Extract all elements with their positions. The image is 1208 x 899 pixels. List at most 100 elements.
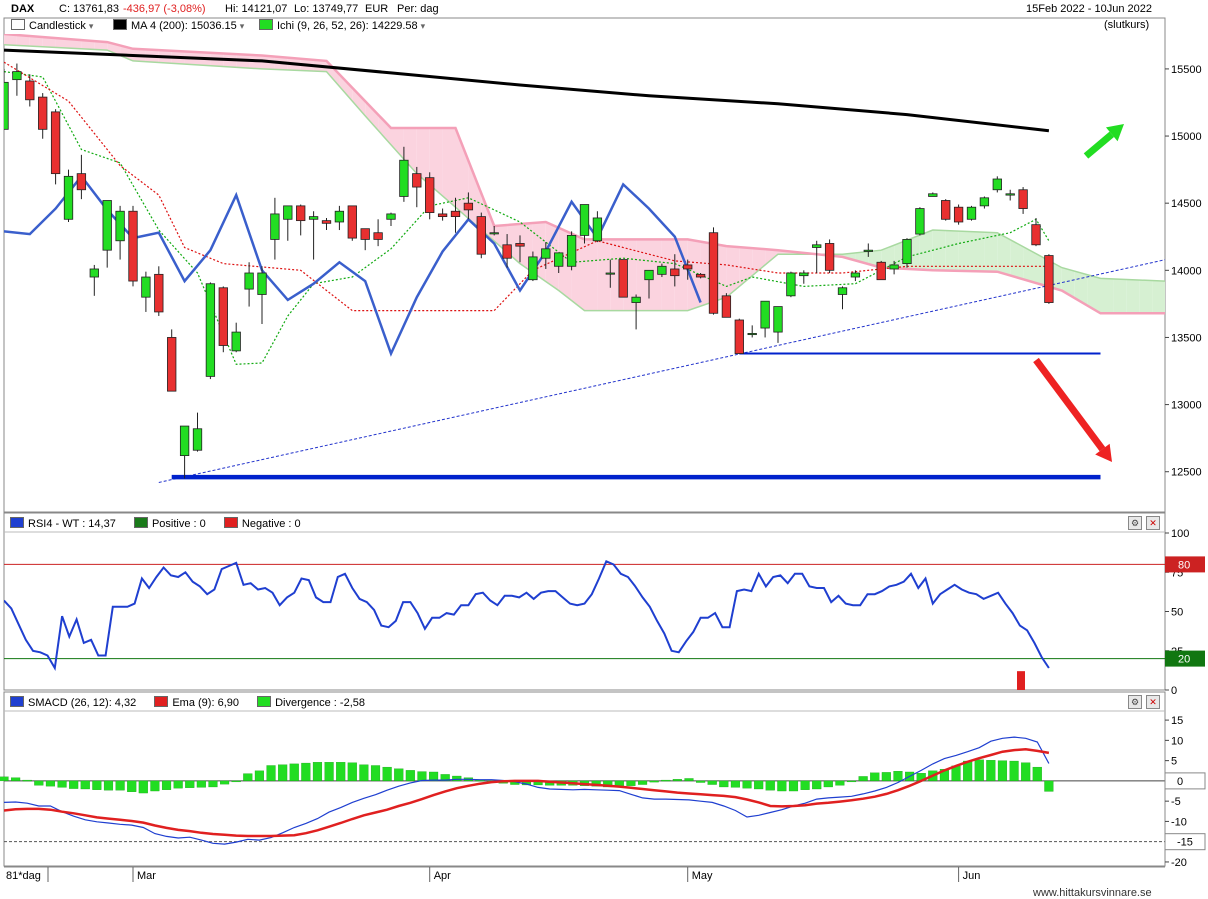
ichimoku-cloud-segment xyxy=(120,45,133,61)
candle xyxy=(708,227,719,315)
candle xyxy=(257,266,267,325)
currency-label: EUR xyxy=(365,3,389,15)
candle-body xyxy=(76,173,87,191)
candle xyxy=(192,412,203,452)
rsi-plot-area xyxy=(4,559,1165,690)
legend-candlestick[interactable]: Candlestick ▾ xyxy=(11,19,93,32)
candle-body xyxy=(1005,193,1015,196)
macd-axis-tick-label: 10 xyxy=(1171,735,1183,747)
candle-body xyxy=(244,272,254,290)
divergence-bar xyxy=(672,779,682,782)
ichimoku-cloud-segment xyxy=(545,221,559,291)
candle xyxy=(334,205,345,231)
legend-ichi[interactable]: Ichi (9, 26, 52, 26): 14229.58 ▾ xyxy=(259,19,425,32)
low-label: Lo: 13749,77 xyxy=(294,3,359,15)
candlestick-swatch xyxy=(11,19,25,30)
candle-body xyxy=(360,228,370,240)
period-label: Per: dag xyxy=(397,3,439,15)
candle xyxy=(721,293,732,318)
candle-body xyxy=(528,256,538,281)
ichimoku-cloud-segment xyxy=(81,40,95,50)
candle xyxy=(863,243,873,257)
ichimoku-cloud-segment xyxy=(1061,267,1075,299)
candle-body xyxy=(928,193,938,197)
ichimoku-cloud-segment xyxy=(68,39,82,49)
wrench-icon[interactable]: ⚙ xyxy=(1128,516,1142,530)
chevron-down-icon[interactable]: ▾ xyxy=(88,21,94,31)
candle-body xyxy=(334,210,345,223)
divergence-bar xyxy=(452,775,462,782)
ichimoku-cloud-segment xyxy=(932,230,946,271)
candle-body xyxy=(747,333,757,336)
zoom-label[interactable]: 81*dag xyxy=(6,870,41,882)
divergence-bar xyxy=(278,764,288,782)
divergence-bar xyxy=(742,780,752,789)
candle xyxy=(812,240,822,273)
candle-body xyxy=(579,204,590,236)
ichimoku-cloud-segment xyxy=(339,74,353,102)
candle xyxy=(941,199,951,221)
rsi-level-badge xyxy=(1165,650,1205,667)
candle xyxy=(734,318,744,354)
candle-body xyxy=(695,273,706,278)
candle xyxy=(38,93,48,139)
ichimoku-cloud-segment xyxy=(752,248,766,276)
ma-swatch xyxy=(113,19,127,30)
divergence-bar xyxy=(150,780,160,792)
legend-ma[interactable]: MA 4 (200): 15036.15 ▾ xyxy=(113,19,244,32)
chevron-down-icon[interactable]: ▾ xyxy=(420,21,426,31)
ichimoku-cloud-segment xyxy=(1139,279,1153,314)
price-axis-tick-label: 13500 xyxy=(1171,332,1202,344)
candle-body xyxy=(889,264,899,270)
macd-level-badge xyxy=(1164,833,1206,851)
ichimoku-cloud-segment xyxy=(971,231,985,272)
candle-body xyxy=(296,205,306,222)
candle xyxy=(89,264,99,296)
candle xyxy=(915,207,925,236)
candle-body xyxy=(412,173,422,188)
divergence-bar xyxy=(254,770,264,782)
divergence-bar xyxy=(417,771,427,782)
candle-body xyxy=(425,177,435,213)
close-icon[interactable]: ✕ xyxy=(1146,695,1160,709)
smacd-line xyxy=(3,736,1050,845)
divergence-bar xyxy=(22,779,32,782)
candle xyxy=(489,226,499,236)
candle-body xyxy=(953,206,964,223)
candle-body xyxy=(450,210,461,218)
candle-body xyxy=(902,239,912,265)
candle xyxy=(244,262,254,307)
rsi-axis-tick-label: 0 xyxy=(1171,685,1177,697)
price-axis-tick-label: 14500 xyxy=(1171,198,1202,210)
candle-body xyxy=(541,248,551,259)
chart-header: DAX C: 13761,83 -436,97 (-3,08%) Hi: 141… xyxy=(3,0,1165,18)
rsi-axis-tick-label: 100 xyxy=(1171,528,1189,540)
month-label: May xyxy=(692,870,713,882)
rsi-level-badge xyxy=(1165,556,1205,573)
candle xyxy=(605,259,615,288)
candle-body xyxy=(1031,224,1041,246)
candle xyxy=(115,205,125,260)
legend-ma-label: MA 4 (200): 15036.15 xyxy=(131,20,237,32)
candle-body xyxy=(399,159,409,197)
candle xyxy=(515,235,525,263)
candle xyxy=(425,172,435,220)
chevron-down-icon[interactable]: ▾ xyxy=(239,21,245,31)
negative-legend-label: Negative : 0 xyxy=(241,518,301,530)
candle-body xyxy=(605,272,615,275)
close-icon[interactable]: ✕ xyxy=(1146,516,1160,530)
candle-body xyxy=(554,252,564,267)
divergence-bar xyxy=(301,762,311,782)
wrench-icon[interactable]: ⚙ xyxy=(1128,695,1142,709)
candle xyxy=(76,154,87,200)
arrow-up-icon-shaft xyxy=(1083,131,1115,159)
candle-body xyxy=(386,213,396,220)
divergence-bar xyxy=(92,780,102,790)
candle xyxy=(889,260,899,275)
ichimoku-span-a xyxy=(4,43,1165,312)
divergence-bar xyxy=(370,765,381,782)
candle xyxy=(386,212,396,227)
divergence-bar xyxy=(34,780,44,786)
candle xyxy=(154,266,164,316)
rsi-swatch xyxy=(10,517,24,528)
